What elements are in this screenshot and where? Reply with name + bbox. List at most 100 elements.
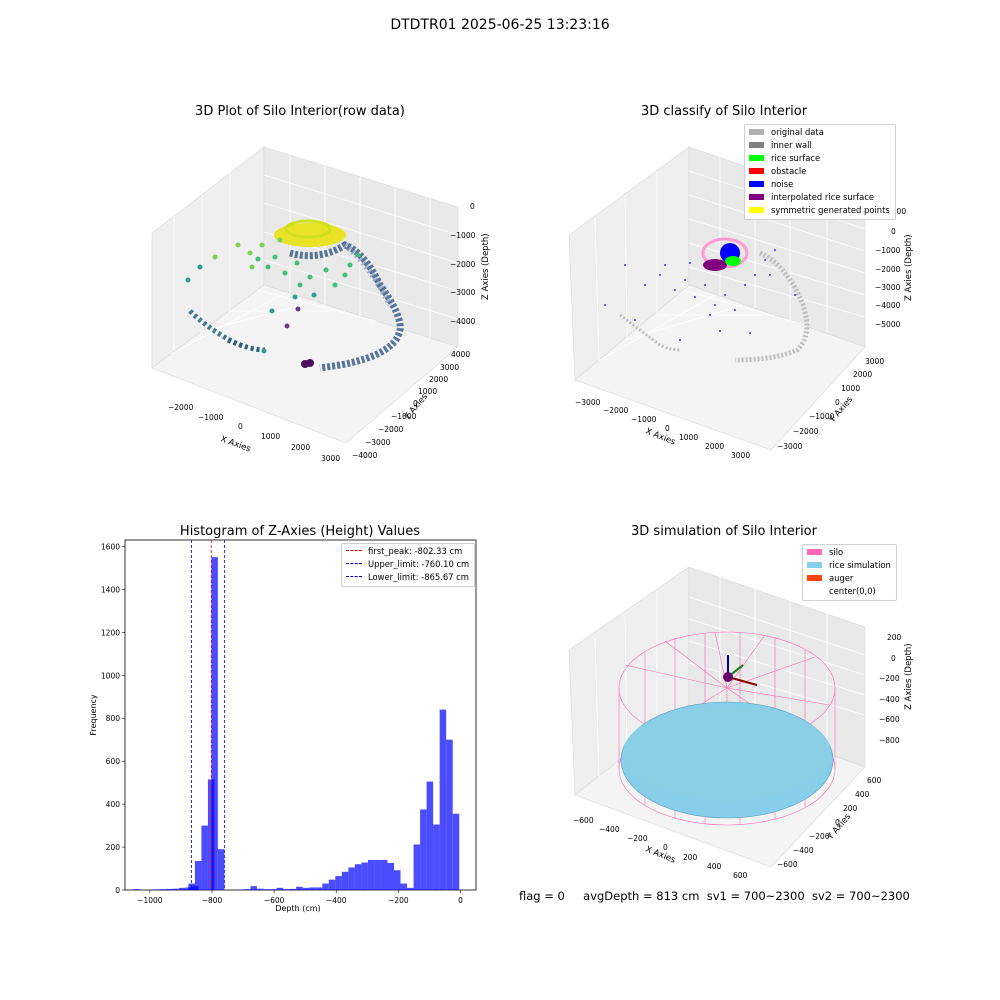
- legend-label: auger: [829, 572, 854, 583]
- histogram-bar: [439, 709, 447, 890]
- histogram-bar: [152, 889, 160, 890]
- x-tick-label: −800: [202, 896, 223, 905]
- y-tick-label: 1200: [101, 628, 120, 637]
- y-tick-label: 800: [106, 714, 121, 723]
- histogram-bar: [166, 888, 173, 890]
- panel2-legend: original data inner wall rice surface obsta…: [744, 124, 896, 220]
- histogram-bar: [420, 809, 427, 890]
- histogram-bar: [348, 867, 355, 890]
- legend-entry: silo: [803, 545, 896, 558]
- legend-entry: first_peak: -802.33 cm: [342, 544, 474, 557]
- x-tick-label: 0: [458, 896, 463, 905]
- x-tick: −400: [599, 825, 620, 834]
- x-tick: 0: [663, 843, 668, 852]
- histogram-bar: [289, 888, 297, 890]
- histogram-bar: [400, 883, 408, 890]
- y-tick: 600: [867, 776, 882, 785]
- auger-axes: [723, 655, 758, 686]
- histogram-bar: [309, 887, 316, 890]
- histogram-bar: [452, 813, 460, 890]
- status-footer: flag = 0 avgDepth = 813 cm sv1 = 700~230…: [519, 889, 910, 903]
- histogram-bar: [335, 876, 342, 890]
- legend-label: original data: [771, 126, 824, 137]
- y-tick: −600: [777, 860, 798, 869]
- histogram-bar: [207, 779, 215, 890]
- x-axis-label: Depth (cm): [275, 904, 320, 913]
- histogram-bar: [328, 879, 336, 890]
- x-tick: 400: [707, 862, 722, 871]
- histogram-legend: first_peak: -802.33 cm Upper_limit: -760.…: [341, 543, 475, 587]
- y-tick-label: 400: [106, 800, 121, 809]
- histogram-bar: [172, 888, 180, 890]
- histogram-bar: [315, 887, 323, 890]
- x-axis-label: X Axies: [644, 845, 677, 866]
- legend-swatch: [807, 561, 822, 568]
- histogram-bar: [446, 739, 453, 890]
- legend-line-swatch: [346, 563, 362, 564]
- x-axis-label: X Axies: [219, 434, 252, 454]
- histogram-bar: [194, 861, 202, 890]
- histogram-bar: [201, 825, 208, 890]
- z-tick: −1000: [875, 246, 901, 255]
- legend-label: noise: [771, 178, 794, 189]
- histogram-bar: [302, 887, 310, 890]
- legend-swatch: [807, 588, 822, 594]
- y-tick: 2000: [853, 370, 872, 379]
- y-tick: 1000: [841, 384, 860, 393]
- y-tick-label: 1000: [101, 671, 120, 680]
- histogram-bar: [361, 862, 368, 890]
- x-tick-label: −200: [388, 896, 409, 905]
- histogram-bar: [263, 889, 271, 890]
- legend-entry: Upper_limit: -760.10 cm: [342, 557, 474, 570]
- x-tick-label: −1000: [137, 896, 163, 905]
- legend-line-swatch: [346, 550, 362, 551]
- panel1-3d-plot: −2000 −1000 0 1000 2000 3000 −4000 −3000…: [151, 146, 491, 463]
- y-tick: −2000: [793, 427, 819, 436]
- legend-label: interpolated rice surface: [771, 191, 874, 202]
- x-tick: 600: [733, 871, 748, 880]
- legend-label: silo: [829, 546, 844, 557]
- legend-entry: original data: [745, 125, 895, 138]
- x-tick: 2000: [705, 442, 724, 451]
- histogram-bar: [341, 871, 349, 890]
- z-tick: −1000: [450, 231, 476, 240]
- histogram-bars: [133, 557, 460, 890]
- legend-entry: noise: [745, 177, 895, 190]
- y-tick: 4000: [451, 350, 470, 359]
- z-tick: −4000: [875, 301, 901, 310]
- y-axis-label: Frequency: [89, 694, 98, 736]
- legend-line-swatch: [346, 576, 362, 577]
- x-tick: −2000: [603, 406, 629, 415]
- x-tick: 0: [665, 424, 670, 433]
- legend-swatch: [749, 206, 764, 213]
- histogram-bar: [380, 859, 388, 890]
- legend-label: rice simulation: [829, 559, 891, 570]
- legend-entry: obstacle: [745, 164, 895, 177]
- histogram-bar: [270, 889, 277, 890]
- legend-label: Lower_limit: -865.67 cm: [368, 571, 469, 582]
- x-tick-label: −400: [326, 896, 347, 905]
- panel3-3d-plot: −600 −400 −200 0 200 400 600 −600 −400 −…: [568, 566, 914, 880]
- panel1-title: 3D Plot of Silo Interior(row data): [195, 104, 405, 119]
- z-axis-label: Z Axies (Depth): [904, 643, 914, 710]
- legend-entry: rice surface: [745, 151, 895, 164]
- histogram-bar: [133, 889, 140, 890]
- histogram-bar: [433, 824, 440, 890]
- legend-label: symmetric generated points: [771, 204, 890, 215]
- y-tick: −3000: [777, 442, 803, 451]
- histogram-bar: [243, 889, 251, 890]
- sv1-text: sv1 = 700~2300: [706, 889, 805, 903]
- y-tick: −200: [809, 832, 830, 841]
- x-tick: 3000: [731, 451, 750, 460]
- avg-depth-text: avgDepth = 813 cm: [583, 889, 700, 903]
- histogram-bar: [426, 781, 434, 890]
- histogram-bar: [413, 844, 421, 890]
- histogram-bar: [159, 889, 167, 890]
- histogram-bar: [322, 883, 329, 890]
- legend-swatch: [807, 548, 822, 555]
- histogram-bar: [283, 889, 290, 890]
- y-tick: 0: [835, 398, 840, 407]
- legend-entry: symmetric generated points: [745, 203, 895, 216]
- z-tick: 200: [887, 633, 902, 642]
- histogram-bar: [393, 870, 401, 890]
